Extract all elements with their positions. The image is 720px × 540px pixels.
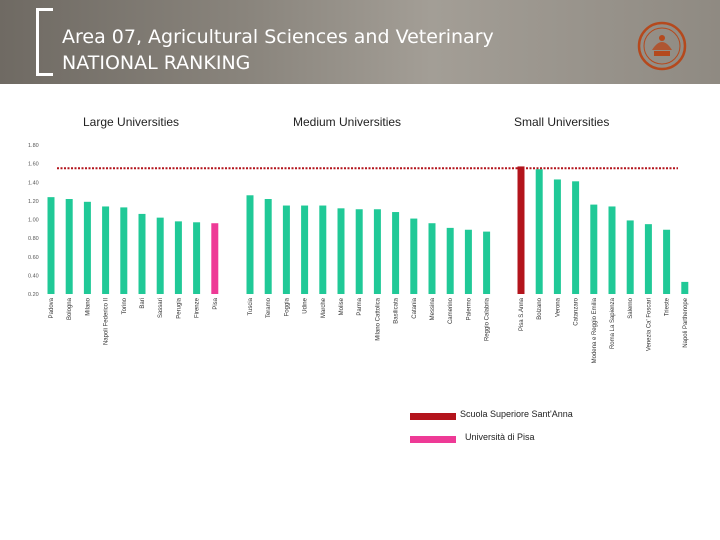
title-bracket-decoration (36, 8, 53, 76)
bar (410, 218, 418, 294)
x-tick-label: Napoli Parthenope (683, 297, 689, 347)
bar (446, 227, 454, 294)
x-tick-label: Udine (303, 297, 309, 313)
x-tick-label: Catanzaro (574, 297, 580, 325)
university-seal-logo (637, 21, 687, 71)
group-label-small: Small Universities (514, 115, 610, 129)
y-tick-label: 0.80 (28, 236, 39, 242)
x-tick-label: Catania (412, 297, 418, 318)
x-tick-label: Marche (321, 297, 327, 318)
bar (102, 206, 110, 294)
legend-swatch-sant-anna (410, 413, 456, 420)
x-tick-label: Foggia (284, 297, 290, 316)
bar (337, 208, 345, 294)
title-line-1: Area 07, Agricultural Sciences and Veter… (62, 26, 494, 48)
x-tick-label: Pisa S.Anna (519, 297, 525, 331)
x-tick-label: Verona (555, 297, 561, 317)
ranking-bar-chart: 0.20 0.40 0.60 0.80 1.00 1.20 1.40 1.60 1.80 Pado… (28, 143, 689, 363)
x-tick-label: Camerino (448, 297, 454, 324)
bar (626, 220, 634, 294)
x-tick-label: Messina (430, 297, 436, 320)
bar (572, 181, 580, 294)
bar (301, 205, 309, 294)
x-tick-label: Reggio Calabria (485, 297, 491, 341)
bar (174, 221, 182, 294)
y-tick-label: 1.20 (28, 199, 39, 205)
x-tick-label: Molise (339, 297, 345, 315)
x-tick-label: Salerno (628, 297, 634, 318)
bar (246, 195, 254, 294)
bar (83, 201, 91, 294)
legend-swatch-pisa (410, 436, 456, 443)
bar (211, 223, 219, 294)
bar (535, 169, 543, 294)
bar (428, 223, 436, 294)
y-tick-label: 1.60 (28, 162, 39, 168)
bar (47, 197, 55, 294)
y-tick-label: 0.60 (28, 255, 39, 261)
x-tick-label: Firenze (195, 297, 201, 318)
bar (355, 209, 363, 294)
bar (553, 179, 561, 294)
x-tick-label: Sassari (158, 298, 164, 318)
y-tick-label: 0.20 (28, 292, 39, 298)
slide-title: Area 07, Agricultural Sciences and Veter… (62, 24, 494, 76)
bar (483, 231, 491, 294)
x-tick-label: Milano Cattolica (375, 297, 381, 340)
title-line-2: NATIONAL RANKING (62, 52, 251, 74)
x-tick-label: Padova (49, 297, 55, 318)
legend-label-sant-anna: Scuola Superiore Sant'Anna (460, 409, 573, 419)
x-tick-label: Palermo (466, 297, 472, 320)
legend-label-pisa: Università di Pisa (465, 432, 535, 442)
x-tick-label: Venezia Ca' Foscari (646, 298, 652, 351)
x-tick-label: Roma La Sapienza (610, 297, 616, 349)
x-tick-label: Teramo (266, 297, 272, 318)
bar (663, 229, 671, 294)
x-tick-label: Basilicata (394, 297, 400, 323)
y-tick-label: 1.00 (28, 218, 39, 224)
y-tick-label: 1.80 (28, 143, 39, 149)
x-tick-label: Tuscia (248, 297, 254, 315)
x-tick-label: Modena e Reggio Emilia (592, 297, 598, 363)
x-tick-label: Pisa (213, 297, 219, 309)
y-tick-label: 1.40 (28, 180, 39, 186)
x-tick-label: Trieste (665, 297, 671, 316)
x-tick-label: Bologna (67, 297, 73, 320)
slide-header: Area 07, Agricultural Sciences and Veter… (0, 0, 720, 84)
x-tick-label: Bari (140, 298, 146, 309)
bar (264, 199, 272, 294)
bar (138, 213, 146, 294)
bar (120, 207, 128, 294)
x-tick-label: Perugia (176, 297, 182, 318)
bar (608, 206, 616, 294)
bar (193, 222, 201, 294)
x-tick-label: Parma (357, 297, 363, 315)
x-tick-label: Napoli Federico II (104, 298, 110, 345)
x-tick-label: Bolzano (537, 297, 543, 319)
bar (517, 166, 525, 294)
bar (282, 205, 290, 294)
group-label-medium: Medium Universities (293, 115, 402, 129)
bar (319, 205, 327, 294)
bar (156, 217, 164, 294)
bar (373, 209, 381, 294)
bar (644, 224, 652, 294)
bar (464, 229, 472, 294)
x-tick-label: Milano (85, 297, 91, 315)
bar (681, 281, 689, 294)
bar (590, 204, 598, 294)
bar (65, 199, 73, 294)
bar (392, 212, 400, 294)
x-tick-label: Torino (122, 297, 128, 314)
y-tick-label: 0.40 (28, 273, 39, 279)
group-label-large: Large Universities (83, 115, 180, 129)
